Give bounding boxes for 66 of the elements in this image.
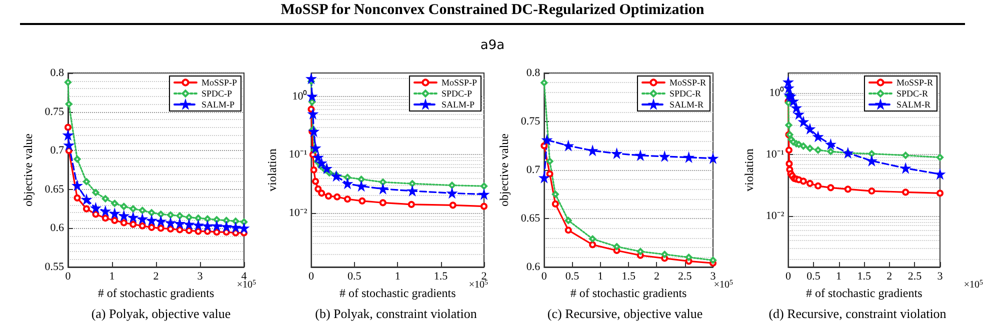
x-tick-label: 2.5 xyxy=(908,270,922,282)
text: a9a xyxy=(479,38,506,53)
legend-label: MoSSP-R xyxy=(896,78,934,88)
y-tick-label: 0.8 xyxy=(50,67,64,79)
y-tick-label: 0.65 xyxy=(520,212,541,224)
legend-label: SALM-R xyxy=(669,100,704,110)
legend-label: SPDC-P xyxy=(441,88,472,98)
y-tick-label: 10⁻² xyxy=(288,207,308,220)
x-tick-label: 1.5 xyxy=(434,270,448,282)
y-tick-label: 0.6 xyxy=(50,222,64,234)
x-axis-title: # of stochastic gradients xyxy=(570,286,688,300)
legend-label: MoSSP-P xyxy=(441,78,478,88)
x-tick-label: 0 xyxy=(785,270,792,282)
x-tick-label: 0.5 xyxy=(806,270,821,282)
x-tick-label: 3 xyxy=(710,270,716,282)
y-tick-label: 0.75 xyxy=(520,116,541,128)
x-tick-label: 1.5 xyxy=(622,270,636,282)
x-axis-title: # of stochastic gradients xyxy=(339,286,456,300)
legend-label: SPDC-R xyxy=(669,88,701,98)
y-tick-label: 10⁻¹ xyxy=(288,148,308,161)
y-tick-label: 0.65 xyxy=(44,183,64,196)
x-tick-label: 2.5 xyxy=(678,270,692,282)
y-tick-label: 0.55 xyxy=(44,261,64,273)
y-tick-label: 10⁰ xyxy=(769,86,784,99)
x-tick-label: 2 xyxy=(153,270,159,282)
x-tick-label: 0.5 xyxy=(348,270,362,282)
x-tick-label: 0.5 xyxy=(565,270,580,282)
x-tick-label: 2 xyxy=(654,270,660,282)
x-tick-label: 0 xyxy=(65,270,72,282)
x-tick-label: 0 xyxy=(541,270,548,282)
y-tick-label: 0.8 xyxy=(526,67,541,79)
y-axis-title: objective value xyxy=(497,134,511,206)
y-tick-label: 10⁰ xyxy=(292,89,308,102)
y-axis-title: violation xyxy=(265,148,279,192)
legend-label: SPDC-R xyxy=(896,88,928,98)
text: MoSSP for Nonconvex Constrained DC-Regularized Optimization xyxy=(20,2,965,25)
x-axis-title: # of stochastic gradients xyxy=(806,286,923,300)
legend-label: MoSSP-R xyxy=(669,78,706,88)
y-tick-label: 0.7 xyxy=(50,144,64,157)
legend-label: SALM-R xyxy=(896,100,930,110)
x-tick-label: 1.5 xyxy=(857,270,872,282)
x-tick-label: 2 xyxy=(886,270,892,282)
x-tick-label: 1 xyxy=(109,270,115,282)
text: (b) Polyak, constraint violation xyxy=(315,306,478,321)
text: (d) Recursive, constraint violation xyxy=(768,306,947,321)
y-axis-title: violation xyxy=(742,148,756,192)
y-axis-title: objective value xyxy=(20,134,35,206)
x-tick-label: 4 xyxy=(241,270,248,282)
x-tick-label: 1 xyxy=(836,270,842,282)
legend-label: MoSSP-P xyxy=(201,78,238,88)
y-tick-label: 0.7 xyxy=(526,164,541,176)
text: (c) Recursive, objective value xyxy=(547,306,703,321)
legend-label: SALM-P xyxy=(441,100,474,110)
y-tick-label: 0.6 xyxy=(526,261,541,273)
x-tick-label: 3 xyxy=(197,270,204,282)
y-tick-label: 10⁻¹ xyxy=(766,148,784,161)
x-tick-label: 1 xyxy=(598,270,604,282)
text: (a) Polyak, objective value xyxy=(91,306,231,321)
x-tick-label: 0 xyxy=(308,270,314,282)
x-tick-label: 1 xyxy=(394,270,400,282)
x-tick-label: 3 xyxy=(937,270,944,282)
y-tick-label: 10⁻² xyxy=(766,210,785,222)
y-tick-label: 0.75 xyxy=(44,106,64,118)
legend-label: SPDC-P xyxy=(201,88,232,98)
legend-label: SALM-P xyxy=(201,100,234,110)
x-axis-title: # of stochastic gradients xyxy=(98,286,214,300)
